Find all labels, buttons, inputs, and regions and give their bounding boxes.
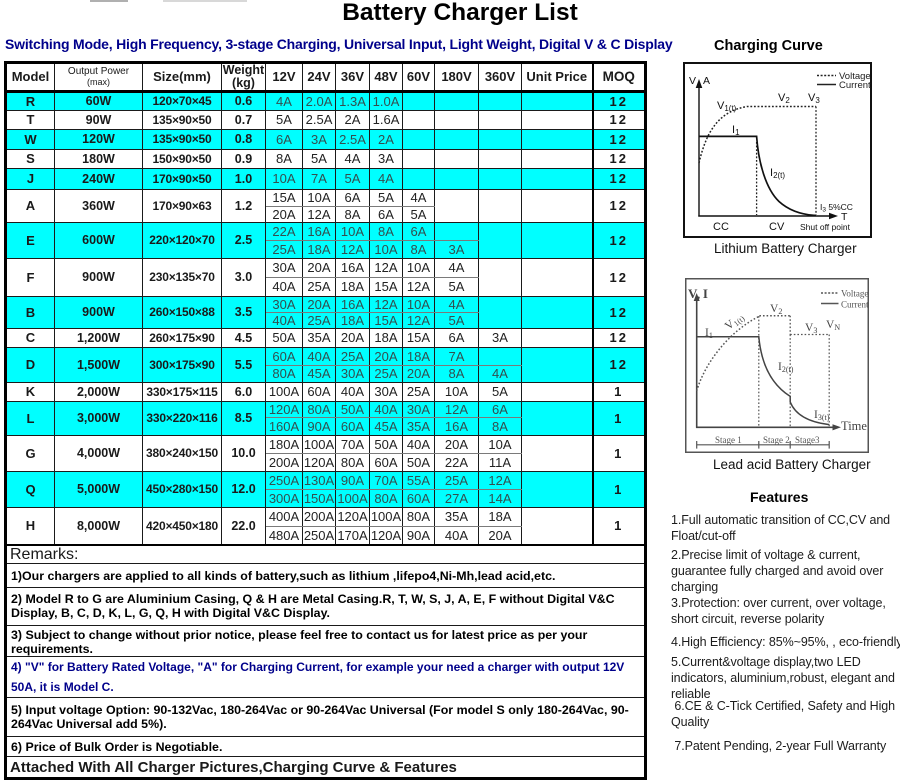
svg-text:VN: VN: [826, 319, 840, 332]
svg-text:Voltage: Voltage: [841, 289, 868, 299]
svg-text:Stage 2: Stage 2: [763, 435, 790, 445]
svg-text:CV: CV: [769, 221, 785, 233]
svg-text:Stage3: Stage3: [795, 435, 820, 445]
svg-text:V3: V3: [805, 322, 817, 335]
svg-text:Shut off point: Shut off point: [800, 222, 851, 232]
svg-text:I2(t): I2(t): [778, 361, 794, 374]
svg-text:V1(t): V1(t): [717, 100, 737, 113]
svg-text:T: T: [841, 211, 848, 223]
svg-text:I3(t): I3(t): [814, 409, 830, 422]
svg-text:I1: I1: [732, 124, 740, 137]
svg-text:V2: V2: [770, 303, 782, 316]
svg-text:A: A: [703, 75, 710, 87]
svg-text:I1: I1: [705, 327, 713, 340]
svg-text:Time: Time: [841, 419, 867, 433]
svg-text:Voltage: Voltage: [839, 71, 871, 82]
svg-text:Stage 1: Stage 1: [715, 435, 742, 445]
svg-text:Current: Current: [841, 300, 869, 310]
svg-text:I2(t): I2(t): [770, 167, 785, 180]
svg-text:I3 5%CC: I3 5%CC: [820, 202, 853, 214]
svg-text:V2: V2: [778, 92, 790, 105]
svg-text:CC: CC: [713, 221, 729, 233]
svg-text:V, I: V, I: [688, 286, 708, 301]
svg-text:V: V: [689, 75, 696, 87]
svg-text:Current: Current: [839, 80, 871, 91]
svg-text:V3: V3: [808, 92, 820, 105]
